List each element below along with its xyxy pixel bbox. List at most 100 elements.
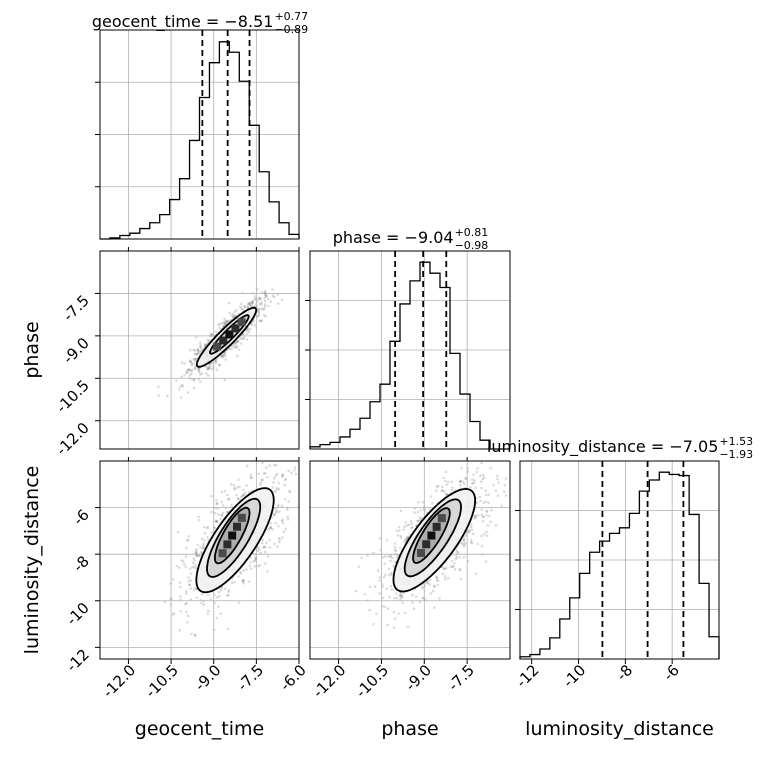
sample-point xyxy=(451,565,455,568)
sample-point xyxy=(232,315,235,319)
sample-point xyxy=(227,590,230,594)
sample-point xyxy=(236,497,240,501)
sample-point xyxy=(184,603,187,606)
sample-point xyxy=(281,521,285,525)
sample-point xyxy=(215,616,219,620)
sample-point xyxy=(473,517,476,520)
axes-layer xyxy=(95,29,720,664)
sample-point xyxy=(496,477,499,481)
sample-point xyxy=(196,352,199,355)
title-plus: +1.53 xyxy=(719,435,753,448)
sample-point xyxy=(494,524,498,527)
sample-point xyxy=(199,546,202,549)
sample-point xyxy=(482,476,486,479)
sample-point xyxy=(281,474,284,477)
sample-point xyxy=(260,307,264,311)
sample-point xyxy=(225,511,228,514)
sample-point xyxy=(275,486,279,490)
sample-point xyxy=(403,525,406,529)
sample-point xyxy=(468,528,472,532)
sample-point xyxy=(401,601,404,604)
sample-point xyxy=(193,357,197,360)
sample-point xyxy=(241,291,244,295)
sample-point xyxy=(293,468,296,472)
sample-point xyxy=(286,518,290,521)
title-main: phase = −9.04 xyxy=(333,228,454,247)
sample-point xyxy=(188,374,192,377)
sample-point xyxy=(286,515,289,519)
x-tick-label: -10.5 xyxy=(142,661,182,701)
sample-point xyxy=(223,317,226,321)
sample-point xyxy=(260,541,264,545)
sample-point xyxy=(389,559,392,563)
sample-point xyxy=(469,486,472,489)
sample-point xyxy=(252,450,255,453)
sample-point xyxy=(178,581,182,584)
sample-point xyxy=(245,568,248,571)
sample-point xyxy=(218,363,221,367)
sample-point xyxy=(234,345,238,349)
sample-point xyxy=(469,540,473,544)
sample-point xyxy=(209,597,212,601)
sample-point xyxy=(474,572,478,576)
sample-point xyxy=(259,483,262,486)
sample-point xyxy=(190,364,194,367)
sample-point xyxy=(265,294,269,298)
sample-point xyxy=(263,562,267,565)
sample-point xyxy=(230,581,234,585)
sample-point xyxy=(250,300,254,304)
sample-point xyxy=(293,466,297,469)
sample-point xyxy=(266,475,269,479)
sample-point xyxy=(257,313,261,317)
sample-point xyxy=(238,305,242,309)
sample-point xyxy=(441,489,444,493)
x-tick-label: -10 xyxy=(559,661,589,691)
sample-point xyxy=(462,537,466,541)
sample-point xyxy=(368,585,372,589)
sample-point xyxy=(250,476,253,480)
sample-point xyxy=(384,555,387,558)
sample-point xyxy=(460,542,464,545)
density-cell xyxy=(228,531,237,540)
sample-point xyxy=(273,477,276,480)
sample-point xyxy=(192,559,196,562)
sample-point xyxy=(204,344,207,347)
sample-point xyxy=(240,494,244,497)
sample-point xyxy=(280,298,284,302)
sample-point xyxy=(192,379,196,382)
sample-point xyxy=(441,565,445,569)
sample-point xyxy=(275,508,278,511)
sample-point xyxy=(394,617,397,621)
sample-point xyxy=(272,463,276,467)
sample-point xyxy=(462,540,466,543)
sample-point xyxy=(215,519,218,523)
sample-point xyxy=(433,606,436,610)
sample-point xyxy=(480,461,483,465)
density-cell xyxy=(231,324,240,333)
sample-point xyxy=(398,546,402,550)
sample-point xyxy=(286,440,289,443)
sample-point xyxy=(239,572,243,575)
sample-point xyxy=(273,542,276,546)
sample-point xyxy=(235,493,238,497)
sample-point xyxy=(476,514,480,517)
sample-point xyxy=(264,550,267,554)
sample-point xyxy=(223,378,227,382)
sample-point xyxy=(257,307,261,311)
sample-point xyxy=(193,365,197,369)
sample-point xyxy=(206,374,210,377)
hist-frame xyxy=(309,250,511,450)
sample-point xyxy=(410,522,414,525)
sample-point xyxy=(376,569,380,573)
sample-point xyxy=(373,585,377,588)
sample-point xyxy=(260,290,264,294)
sample-point xyxy=(198,341,202,345)
sample-point xyxy=(233,310,236,314)
sample-point xyxy=(494,489,498,492)
sample-point xyxy=(256,549,260,553)
sample-point xyxy=(274,512,277,516)
contours-phase-luminosity_distance xyxy=(392,487,477,593)
sample-point xyxy=(237,339,240,343)
sample-point xyxy=(458,483,462,487)
